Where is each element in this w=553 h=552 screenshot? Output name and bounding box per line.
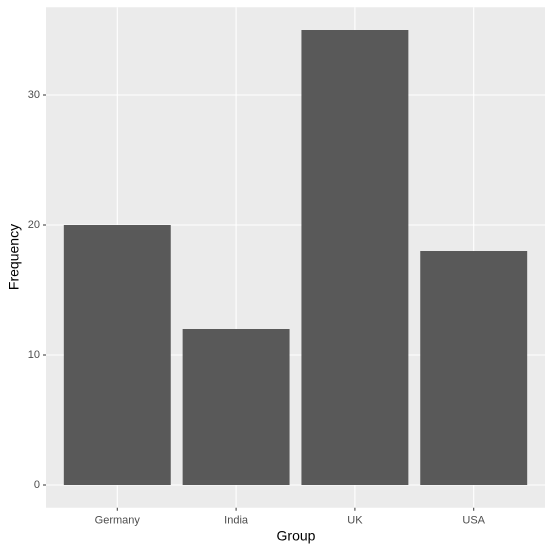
bar [420,251,528,485]
x-tick-label: Germany [95,515,141,527]
y-tick-label: 0 [34,479,40,491]
y-tick-label: 20 [28,219,40,231]
bar [301,30,409,485]
y-tick-label: 10 [28,349,40,361]
x-tick-label: UK [347,515,363,527]
y-axis-title: Frequency [6,224,22,290]
x-tick-label: India [224,515,249,527]
y-tick-label: 30 [28,89,40,101]
x-axis-title: Group [277,528,316,544]
bar [182,329,290,485]
bar [63,225,171,485]
x-tick-label: USA [462,515,485,527]
